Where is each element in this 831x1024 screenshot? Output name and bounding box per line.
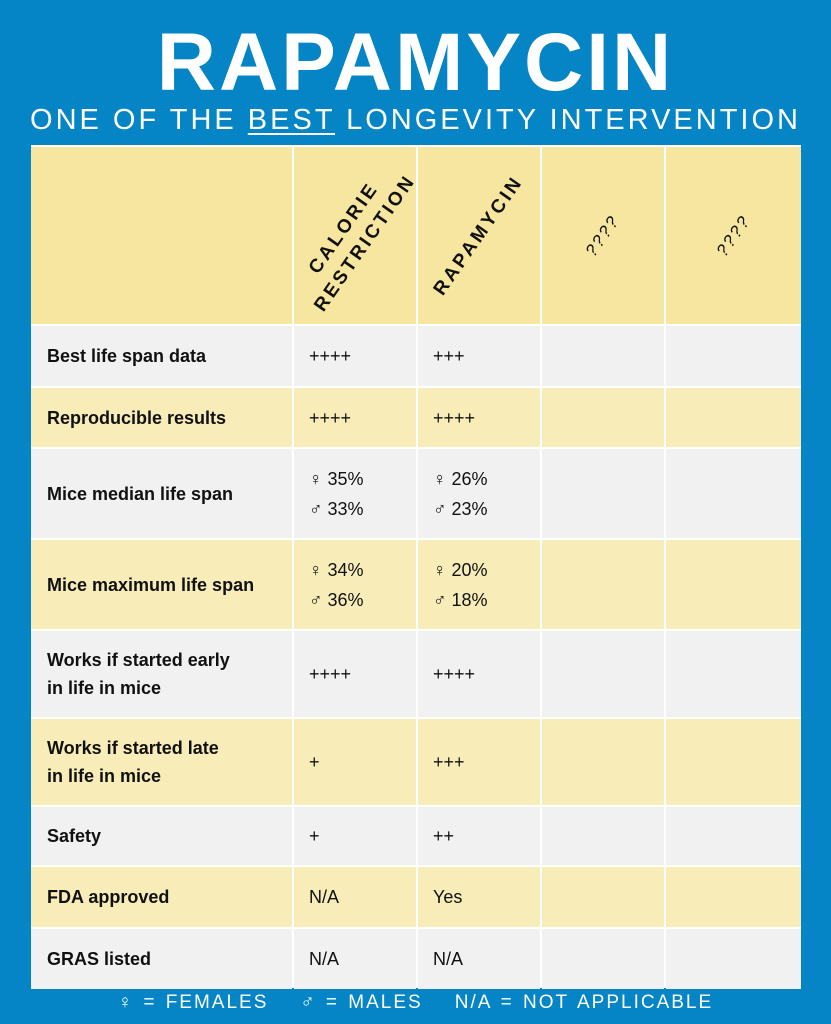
table-cell	[666, 719, 801, 805]
row-label: Mice median life span	[31, 449, 292, 538]
legend-not-applicable: N/A = NOT APPLICABLE	[454, 992, 714, 1013]
table-cell: Yes	[418, 867, 540, 927]
table-cell	[666, 867, 801, 927]
subtitle-emphasis: BEST	[247, 104, 336, 136]
subtitle-post: LONGEVITY INTERVENTION	[335, 104, 801, 136]
row-label: FDA approved	[31, 867, 292, 927]
table-cell: ♀ 20% ♂ 18%	[418, 540, 540, 629]
table-cell	[542, 449, 664, 538]
table-cell: +++	[418, 326, 540, 386]
table-cell	[542, 388, 664, 447]
table-cell	[542, 719, 664, 805]
table-cell	[666, 388, 801, 447]
column-header: ????	[542, 147, 664, 324]
column-header-label: CALORIE RESTRICTION	[304, 170, 421, 315]
table-cell: ♀ 35% ♂ 33%	[294, 449, 416, 538]
table-cell: ++++	[294, 388, 416, 447]
table-cell: ♀ 34% ♂ 36%	[294, 540, 416, 629]
column-header-label: ????	[712, 210, 755, 260]
table-cell: N/A	[418, 929, 540, 989]
table-cell	[666, 631, 801, 717]
row-label: Works if started late in life in mice	[31, 719, 292, 805]
table-cell	[542, 807, 664, 865]
subtitle: ONE OF THE BEST LONGEVITY INTERVENTION	[0, 102, 831, 138]
table-cell	[542, 326, 664, 386]
row-label: Best life span data	[31, 326, 292, 386]
table-cell: N/A	[294, 867, 416, 927]
table-cell: ++++	[294, 326, 416, 386]
table-cell: ++	[418, 807, 540, 865]
table-cell	[666, 326, 801, 386]
table-cell: ++++	[418, 631, 540, 717]
row-label: Safety	[31, 807, 292, 865]
row-label: Works if started early in life in mice	[31, 631, 292, 717]
row-label: Mice maximum life span	[31, 540, 292, 629]
table-cell	[542, 631, 664, 717]
subtitle-pre: ONE OF THE	[30, 104, 248, 136]
comparison-table: CALORIE RESTRICTION RAPAMYCIN ???? ???? …	[31, 145, 801, 989]
legend-females: ♀ = FEMALES	[117, 992, 269, 1013]
table-cell: +	[294, 807, 416, 865]
table-cell: ++++	[418, 388, 540, 447]
table-cell: +++	[418, 719, 540, 805]
column-header: RAPAMYCIN	[418, 147, 540, 324]
table-cell	[666, 807, 801, 865]
legend-males: ♂ = MALES	[300, 992, 423, 1013]
table-cell	[666, 449, 801, 538]
table-cell	[666, 540, 801, 629]
legend: ♀ = FEMALES ♂ = MALES N/A = NOT APPLICABLE	[0, 992, 831, 1014]
table-cell: ♀ 26% ♂ 23%	[418, 449, 540, 538]
table-cell: +	[294, 719, 416, 805]
column-header-label: RAPAMYCIN	[429, 171, 528, 299]
row-label: GRAS listed	[31, 929, 292, 989]
column-header: ????	[666, 147, 801, 324]
row-label: Reproducible results	[31, 388, 292, 447]
table-cell	[542, 929, 664, 989]
table-cell	[542, 540, 664, 629]
column-header: CALORIE RESTRICTION	[294, 147, 420, 324]
table-cell	[542, 867, 664, 927]
table-cell: N/A	[294, 929, 416, 989]
table-cell: ++++	[294, 631, 416, 717]
column-header-label: ????	[581, 210, 624, 260]
table-cell	[666, 929, 801, 989]
header-empty-cell	[31, 147, 292, 324]
page-title: RAPAMYCIN	[156, 17, 675, 108]
